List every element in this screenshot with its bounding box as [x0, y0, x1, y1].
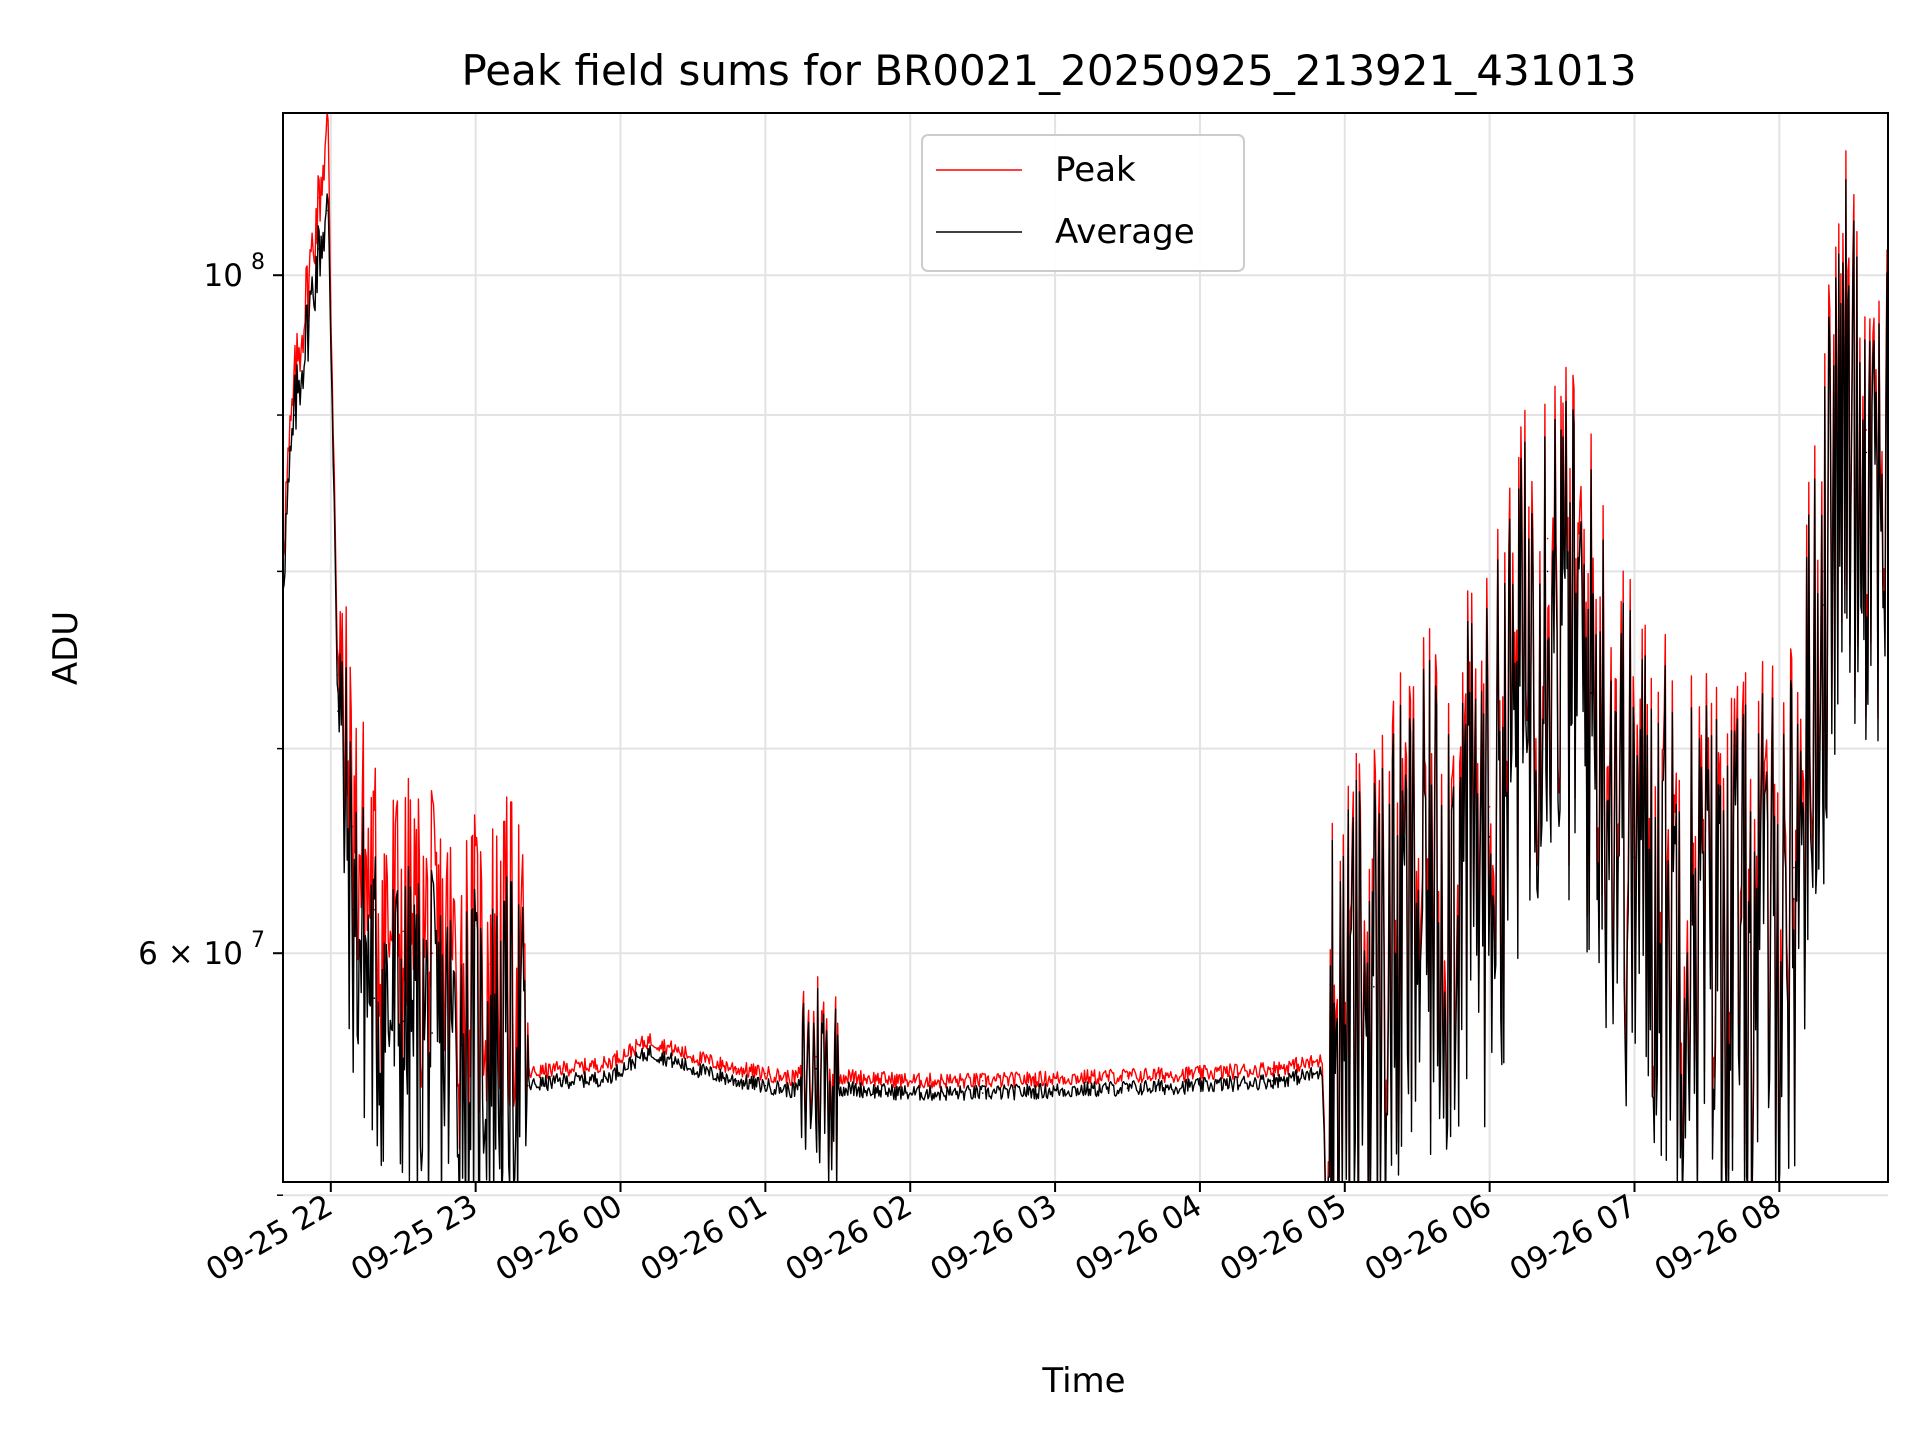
series-point-average — [561, 1080, 564, 1082]
series-point-peak — [561, 1067, 564, 1070]
y-tick-label-base: 10 — [204, 258, 243, 294]
series-line-average — [283, 179, 1888, 1182]
series-point-peak — [735, 1067, 738, 1070]
series-point-average — [1271, 1080, 1274, 1082]
y-tick-label: 10 — [204, 258, 243, 294]
chart-title: Peak field sums for BR0021_20250925_2139… — [461, 46, 1636, 95]
series-point-average — [1793, 898, 1795, 900]
series-point-average — [837, 1087, 839, 1089]
series-point-peak — [1865, 429, 1868, 431]
series-point-average — [518, 1032, 520, 1034]
series-point-average — [327, 209, 329, 212]
series-point-average — [1430, 898, 1433, 900]
series-point-average — [1749, 941, 1752, 943]
series-point-average — [764, 1084, 767, 1087]
series-point-peak — [909, 1080, 911, 1082]
series-point-average — [527, 1084, 529, 1087]
series-point-average — [351, 908, 354, 911]
series-point-average — [402, 1020, 405, 1023]
series-point-average — [815, 1067, 817, 1070]
series-point-average — [735, 1080, 738, 1082]
series-point-average — [308, 314, 310, 317]
series-point-peak — [692, 1055, 694, 1058]
series-point-average — [373, 997, 376, 999]
series-point-peak — [1546, 537, 1549, 540]
series-point-peak — [605, 1063, 607, 1065]
legend-box — [921, 134, 1245, 272]
series-point-peak — [815, 1055, 817, 1058]
y-axis-label: ADU — [46, 611, 86, 685]
series-point-average — [1199, 1084, 1201, 1087]
series-point-average — [1843, 414, 1846, 416]
series-point-peak — [764, 1072, 767, 1075]
y-tick-label-base: 6 × 10 — [138, 936, 243, 972]
y-tick-label-exponent: 8 — [251, 250, 265, 275]
series-point-average — [293, 414, 296, 416]
series-point-average — [489, 1044, 491, 1046]
legend-peak-label: Peak — [1055, 150, 1136, 190]
series-point-average — [692, 1067, 694, 1070]
series-point-peak — [431, 952, 434, 954]
series-point-average — [1590, 692, 1592, 694]
legend: Peak Average — [921, 134, 1245, 272]
series-point-average — [330, 328, 332, 331]
series-point-average — [909, 1092, 911, 1094]
series-point-average — [1319, 1072, 1321, 1075]
series-point-average — [318, 248, 321, 250]
series-point-peak — [327, 124, 329, 126]
series-point-peak — [793, 1077, 796, 1080]
series-point-peak — [981, 1080, 984, 1082]
series-point-average — [1546, 570, 1549, 573]
series-point-average — [431, 1032, 434, 1034]
series-point-average — [793, 1089, 796, 1092]
series-point-peak — [1793, 866, 1795, 869]
series-point-average — [648, 1051, 651, 1053]
series-point-peak — [402, 930, 405, 933]
series-point-average — [1691, 919, 1694, 922]
series-point-peak — [318, 197, 321, 199]
series-point-average — [1822, 604, 1824, 606]
series-point-peak — [1199, 1072, 1201, 1075]
series-point-average — [1126, 1087, 1129, 1089]
series-point-peak — [1488, 806, 1491, 808]
series-point-peak — [648, 1039, 651, 1041]
series-point-average — [1373, 986, 1375, 988]
series-point-peak — [489, 963, 491, 966]
series-point-peak — [1054, 1077, 1056, 1080]
y-tick-label: 6 × 10 — [138, 936, 243, 972]
series-point-average — [1488, 836, 1491, 838]
series-layer — [283, 113, 1888, 1182]
series-point-average — [337, 710, 339, 712]
series-point-peak — [1126, 1075, 1129, 1077]
series-point-peak — [1271, 1067, 1274, 1070]
x-axis-label: Time — [1041, 1361, 1125, 1401]
y-axis-ticks: 10 8 6 × 10 7 — [138, 250, 283, 1196]
series-point-average — [981, 1092, 984, 1094]
y-tick-label-exponent: 7 — [251, 928, 265, 953]
series-point-average — [1633, 856, 1636, 858]
series-point-peak — [1319, 1060, 1321, 1063]
series-point-average — [605, 1077, 607, 1080]
legend-average-label: Average — [1055, 212, 1195, 252]
series-point-peak — [308, 274, 310, 277]
series-point-average — [1865, 451, 1868, 454]
series-point-average — [460, 1044, 463, 1046]
series-point-peak — [373, 908, 376, 911]
plot-frame — [282, 112, 1889, 1183]
grid — [283, 113, 1888, 1197]
series-point-average — [1054, 1089, 1056, 1092]
